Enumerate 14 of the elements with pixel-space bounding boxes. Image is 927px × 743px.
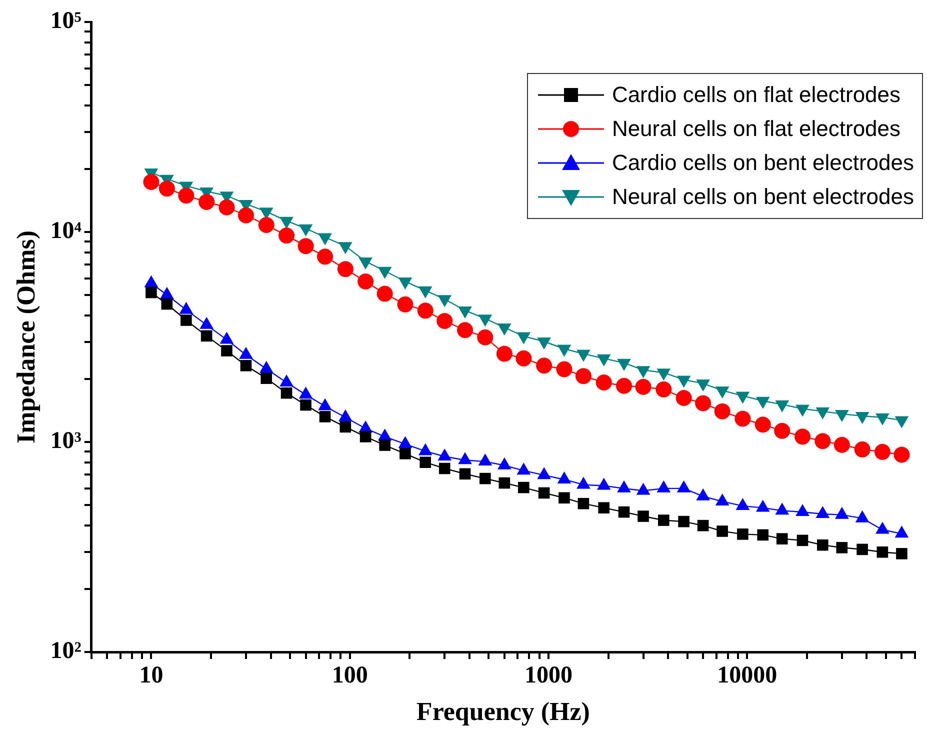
y-tick-label: 10³ (50, 428, 82, 454)
legend-label: Neural cells on bent electrodes (612, 184, 914, 210)
x-tick-label: 1000 (524, 662, 572, 689)
y-tick-label: 10⁴ (50, 218, 82, 244)
legend-label: Cardio cells on flat electrodes (612, 82, 901, 108)
x-tick-label: 100 (332, 662, 368, 689)
x-tick-label: 10 (139, 662, 164, 689)
x-tick-label: 10000 (717, 662, 778, 689)
y-axis-title: Impedance (Ohms) (11, 230, 40, 444)
legend-label: Cardio cells on bent electrodes (612, 150, 914, 176)
y-tick-label: 10² (50, 638, 82, 664)
x-axis-title: Frequency (Hz) (416, 697, 590, 726)
y-tick-label: 10⁵ (50, 8, 82, 34)
legend-label: Neural cells on flat electrodes (612, 116, 901, 142)
